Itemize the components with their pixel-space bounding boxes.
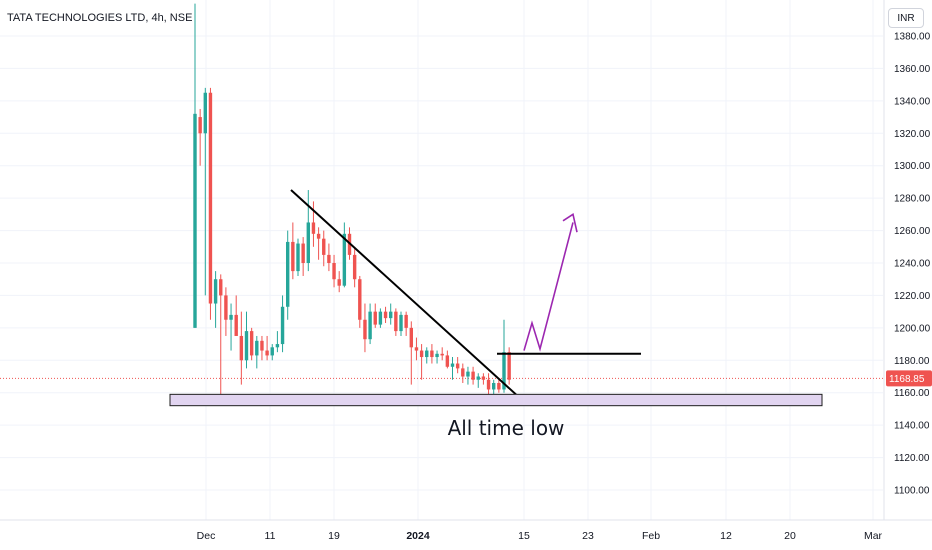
candle <box>280 295 285 353</box>
price-tick-label: 1220.00 <box>894 291 931 302</box>
price-tick-label: 1140.00 <box>894 421 930 432</box>
candle <box>481 373 486 385</box>
candle <box>476 373 480 388</box>
candle <box>486 373 491 396</box>
candle <box>404 311 408 336</box>
price-tick-label: 1200.00 <box>894 323 931 334</box>
time-tick-label: 11 <box>265 530 276 542</box>
time-tick-label: Mar <box>864 530 883 542</box>
candle <box>198 108 202 166</box>
candle <box>260 335 264 361</box>
descending-trend-line[interactable] <box>290 189 524 402</box>
time-tick-label: 23 <box>582 530 594 542</box>
candle <box>275 331 280 353</box>
candle <box>239 311 244 385</box>
candle <box>296 238 300 276</box>
price-tick-label: 1260.00 <box>894 226 931 237</box>
candle <box>332 254 336 288</box>
price-tick-label: 1360.00 <box>894 64 931 75</box>
price-tick-label: 1100.00 <box>894 486 930 497</box>
price-tick-label: 1160.00 <box>894 388 930 399</box>
candle <box>368 303 372 345</box>
candle <box>352 246 357 288</box>
candle <box>193 3 197 328</box>
candle <box>461 363 465 383</box>
candle <box>419 344 424 380</box>
price-tick-label: 1340.00 <box>894 96 931 107</box>
candle <box>450 357 455 380</box>
candle <box>234 295 238 336</box>
candle <box>301 237 305 276</box>
candle <box>445 350 450 369</box>
symbol-title: TATA TECHNOLOGIES LTD, 4h, NSE <box>7 12 192 24</box>
time-tick-label: Feb <box>642 530 660 542</box>
price-tick-label: 1280.00 <box>894 194 931 205</box>
projection-arrow[interactable] <box>523 222 574 352</box>
candle <box>337 271 341 293</box>
time-tick-label: 20 <box>784 530 796 542</box>
price-tick-label: 1240.00 <box>894 259 931 270</box>
price-tick-label: 1300.00 <box>894 161 931 172</box>
candle <box>327 243 331 272</box>
price-tick-label: 1320.00 <box>894 129 931 140</box>
candle <box>430 344 434 364</box>
candle <box>316 227 321 260</box>
candle <box>203 87 207 296</box>
candle <box>311 201 316 247</box>
candle <box>502 319 506 393</box>
candle <box>497 379 501 393</box>
candle <box>440 347 444 361</box>
time-tick-label: 12 <box>720 530 732 542</box>
candle <box>286 230 290 320</box>
support-zone-rectangle[interactable] <box>169 393 823 407</box>
time-tick-label: 15 <box>518 530 530 542</box>
candle <box>373 303 377 328</box>
candle <box>255 335 259 369</box>
candle <box>378 308 383 328</box>
candlestick-series <box>193 3 511 406</box>
candle <box>219 274 223 406</box>
drawings <box>169 189 823 407</box>
candle <box>224 287 228 336</box>
candle <box>471 366 475 385</box>
candle <box>249 327 254 361</box>
price-tick-label: 1180.00 <box>894 356 930 367</box>
candle <box>363 303 367 353</box>
time-axis[interactable]: Dec 11 19 2024 15 23 Feb 12 20 Mar <box>0 519 932 542</box>
candle <box>270 344 274 361</box>
currency-button[interactable]: INR <box>888 8 924 28</box>
grid-lines <box>0 0 883 520</box>
candle <box>389 303 393 325</box>
price-tick-label: 1380.00 <box>894 32 931 43</box>
price-tick-label: 1120.00 <box>894 453 930 464</box>
candle <box>291 222 295 280</box>
candle <box>466 366 470 385</box>
annotation-all-time-low[interactable]: All time low <box>448 416 565 440</box>
candle <box>342 222 347 288</box>
candle <box>383 306 388 323</box>
candle <box>322 230 326 267</box>
last-price-badge <box>886 370 932 387</box>
candle <box>409 321 413 385</box>
candle <box>306 190 310 272</box>
candle <box>455 357 460 374</box>
candle <box>425 347 429 364</box>
candle <box>399 311 403 336</box>
time-tick-label: Dec <box>197 530 216 542</box>
projection-arrow-head <box>562 213 578 233</box>
candle <box>208 87 213 320</box>
candle <box>358 275 362 328</box>
candle <box>394 308 398 336</box>
candle <box>229 303 233 351</box>
candle <box>414 337 419 361</box>
last-price-label: 1168.85 <box>889 374 925 385</box>
candle <box>435 350 439 364</box>
candle <box>213 271 218 328</box>
price-axis[interactable]: 1100.00 1120.00 1140.00 1160.00 1180.00 1200.… <box>883 0 931 520</box>
time-tick-label: 19 <box>328 530 340 542</box>
time-tick-label: 2024 <box>406 530 430 542</box>
candle <box>244 311 249 369</box>
candle <box>265 335 269 361</box>
